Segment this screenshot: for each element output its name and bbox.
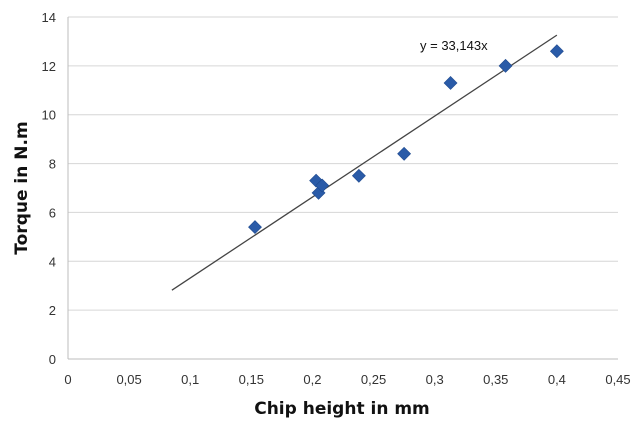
y-tick-labels: 0 2 4 6 8 10 12 14 [42,10,56,367]
x-axis-title: Chip height in mm [254,399,430,419]
axes [67,17,618,360]
trendline-group [171,34,558,291]
x-tick-label: 0,15 [239,372,264,387]
data-point [397,146,412,161]
y-tick-label: 0 [49,352,56,367]
data-point [443,76,458,90]
data-point [498,58,513,73]
y-tick-label: 8 [49,157,56,172]
y-tick-label: 4 [49,254,56,269]
x-tick-label: 0,3 [426,372,444,387]
x-tick-label: 0,45 [605,372,630,387]
gridlines [68,16,618,311]
trendline-equation: y = 33,143x [420,38,488,53]
data-point [315,178,330,193]
y-tick-label: 2 [49,303,56,318]
y-axis-title: Torque in N.m [12,121,32,254]
x-tick-label: 0,05 [116,372,141,387]
data-points [248,44,564,235]
y-tick-label: 10 [42,108,56,123]
y-tick-label: 14 [42,10,56,25]
x-tick-label: 0,1 [181,372,199,387]
data-point [248,220,262,235]
x-tick-label: 0,25 [361,372,386,387]
x-tick-label: 0 [64,372,71,387]
y-tick-label: 6 [49,205,56,220]
x-tick-label: 0,4 [548,372,566,387]
data-point [549,44,564,59]
data-point [351,168,366,183]
x-tick-labels: 0 0,05 0,1 0,15 0,2 0,25 0,3 0,35 0,4 0,45 [64,372,630,387]
x-tick-label: 0,35 [483,372,508,387]
x-tick-label: 0,2 [303,372,321,387]
trendline [171,34,558,291]
y-tick-label: 12 [42,59,56,74]
